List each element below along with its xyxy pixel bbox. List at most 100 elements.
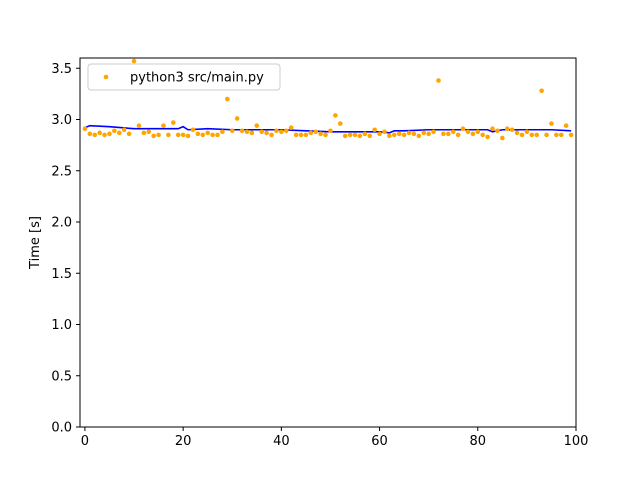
scatter-point [97, 130, 102, 136]
scatter-point [441, 131, 446, 137]
scatter-point [406, 130, 412, 136]
scatter-point [156, 132, 161, 138]
scatter-point [175, 132, 181, 138]
scatter-point [480, 132, 485, 138]
scatter-point [288, 125, 294, 130]
scatter-point [313, 129, 319, 135]
scatter-point [519, 132, 525, 138]
scatter-point [382, 129, 387, 135]
y-tick-label: 2.0 [51, 216, 72, 231]
scatter-point [205, 130, 210, 136]
scatter-point [283, 128, 289, 134]
scatter-point [116, 130, 122, 136]
scatter-point [102, 132, 107, 138]
y-tick-label: 0.5 [51, 369, 72, 384]
scatter-point [190, 127, 196, 133]
scatter-point [465, 129, 471, 135]
trend-line [84, 124, 572, 134]
scatter-point [112, 128, 117, 134]
scatter-point [161, 123, 166, 128]
scatter-point [259, 129, 265, 135]
scatter-point [534, 132, 540, 138]
scatter-point [509, 127, 515, 133]
scatter-point [303, 132, 309, 138]
scatter-point [431, 129, 436, 135]
scatter-point [470, 131, 476, 137]
scatter-point [372, 127, 377, 133]
scatter-point [225, 96, 230, 102]
scatter-point [539, 88, 544, 94]
scatter-point [131, 58, 137, 64]
scatter-point [87, 131, 93, 137]
x-tick-label: 60 [371, 434, 388, 449]
scatter-point [166, 132, 171, 138]
scatter-point [529, 132, 535, 138]
scatter-point [460, 126, 466, 132]
scatter-point [455, 132, 461, 138]
scatter-point [121, 127, 127, 133]
y-tick-label: 2.5 [51, 164, 72, 179]
scatter-point [362, 131, 368, 137]
scatter-point [411, 131, 417, 137]
scatter-point [308, 130, 314, 136]
y-tick-label: 1.5 [51, 267, 72, 282]
scatter-point [195, 131, 201, 137]
axes: 0 20 40 60 80 100 0.0 0.5 1.0 1.5 2.0 2.5 3.0 3.5 [51, 57, 589, 449]
y-tick-label: 0.0 [51, 421, 72, 436]
scatter-point [475, 129, 481, 135]
scatter-point [446, 131, 451, 137]
scatter-point [92, 132, 98, 138]
scatter-point [293, 132, 299, 138]
scatter-point [239, 128, 245, 134]
scatter-point [568, 132, 574, 138]
scatter-point [264, 130, 269, 136]
scatter-point [274, 128, 279, 134]
legend-marker [103, 74, 109, 80]
x-tick-label: 100 [564, 434, 589, 449]
scatter-point [244, 129, 250, 135]
scatter-point [352, 132, 358, 138]
legend-box [87, 63, 281, 91]
x-tick-label: 40 [273, 434, 290, 449]
scatter-point [210, 132, 215, 138]
scatter-point [180, 132, 186, 138]
scatter-point [436, 78, 441, 83]
scatter-point [229, 128, 235, 134]
scatter-point [387, 133, 392, 139]
scatter-point [185, 133, 191, 139]
scatter-point [377, 131, 382, 137]
scatter-point [450, 129, 456, 135]
scatter-point [171, 120, 176, 125]
scatter-point [254, 123, 260, 128]
scatter-point [490, 126, 495, 132]
scatter-point [126, 131, 132, 137]
scatter-point [146, 129, 152, 135]
scatter-point [347, 132, 353, 138]
legend-label: python3 src/main.py [130, 71, 264, 86]
scatter-point [416, 133, 422, 139]
scatter-point [279, 129, 284, 135]
y-tick-label: 3.5 [51, 62, 72, 77]
scatter-point [514, 130, 520, 136]
plot-frame [79, 57, 577, 428]
plot-area [82, 58, 574, 141]
scatter-point [136, 123, 142, 128]
x-tick-label: 0 [81, 434, 89, 449]
scatter-point [500, 135, 505, 141]
scatter-point [323, 132, 328, 138]
scatter-point [342, 133, 348, 139]
y-tick-label: 1.0 [51, 318, 72, 333]
scatter-point [504, 126, 510, 132]
scatter-point [82, 126, 88, 132]
legend: python3 src/main.py [87, 63, 281, 91]
scatter-point [220, 129, 225, 135]
scatter-point [357, 133, 363, 139]
scatter-point [549, 121, 554, 126]
y-tick-label: 3.0 [51, 113, 72, 128]
x-tick-label: 80 [470, 434, 487, 449]
x-tick-label: 20 [175, 434, 192, 449]
scatter-point [558, 132, 564, 138]
scatter-point [524, 129, 530, 135]
scatter-point [234, 116, 240, 121]
